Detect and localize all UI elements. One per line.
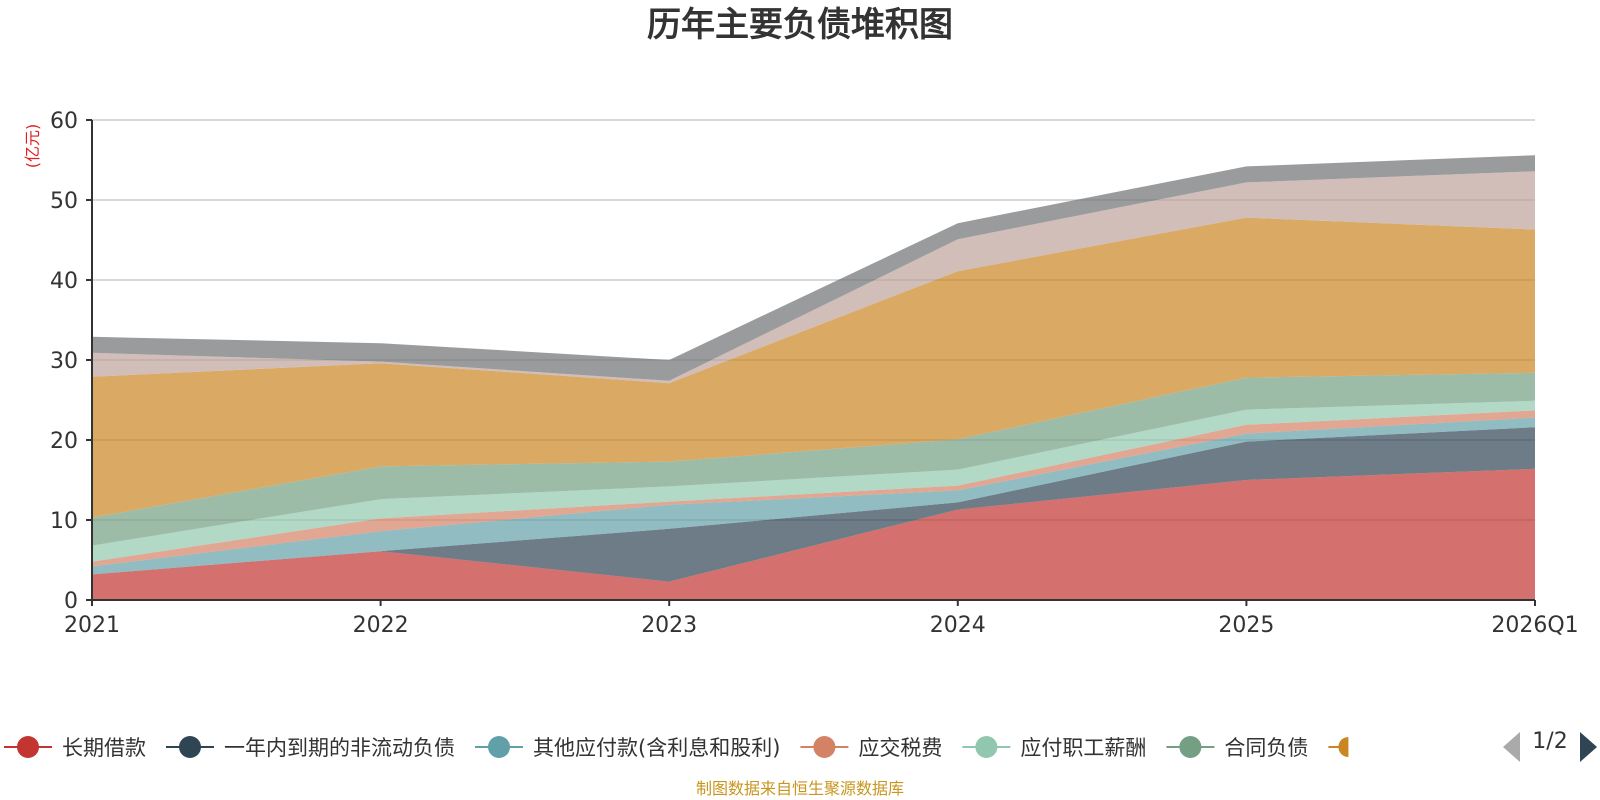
legend: 长期借款 一年内到期的非流动负债 其他应付款(含利息和股利) 应交税费 应付职工薪酬 合同… (4, 736, 1349, 760)
legend-label-2: 一年内到期的非流动负债 (224, 736, 455, 760)
legend-item-2[interactable]: 一年内到期的非流动负债 (166, 736, 455, 760)
legend-label-1: 长期借款 (62, 736, 146, 760)
legend-item-1[interactable]: 长期借款 (4, 736, 146, 760)
x-tick-label-2023: 2023 (641, 613, 697, 638)
legend-marker-partial (1338, 737, 1349, 757)
area-series-3 (92, 417, 1535, 575)
y-tick-label-10: 10 (50, 509, 78, 534)
y-tick-label-60: 60 (50, 109, 78, 134)
legend-marker-2 (179, 736, 201, 758)
legend-item-6[interactable]: 合同负债 (1166, 736, 1308, 760)
legend-marker-6 (1179, 736, 1202, 758)
legend-marker-1 (17, 736, 39, 758)
x-tick-label-2025: 2025 (1218, 613, 1274, 638)
y-tick-label-20: 20 (50, 429, 78, 454)
area-series-1 (92, 468, 1535, 600)
legend-label-6: 合同负债 (1224, 736, 1308, 760)
x-tick-label-2026Q1: 2026Q1 (1491, 613, 1578, 638)
pager-page-number: 1/2 (1532, 729, 1567, 754)
legend-label-4: 应交税费 (858, 736, 942, 760)
pager-prev-icon[interactable] (1503, 732, 1520, 762)
source-note: 制图数据来自恒生聚源数据库 (696, 779, 904, 798)
legend-label-5: 应付职工薪酬 (1020, 736, 1146, 760)
area-series-7 (92, 217, 1535, 518)
axes: 0 10 20 30 40 50 60 2021 2022 2023 2024 2025 2026Q1 (50, 109, 1579, 638)
area-series-8 (92, 171, 1535, 384)
y-tick-label-40: 40 (50, 269, 78, 294)
area-series-5 (92, 400, 1535, 562)
area-series-2 (92, 427, 1535, 582)
legend-pager: 1/2 (1503, 729, 1597, 762)
y-tick-label-50: 50 (50, 189, 78, 214)
legend-marker-5 (975, 736, 998, 758)
y-tick-label-30: 30 (50, 349, 78, 374)
legend-item-3[interactable]: 其他应付款(含利息和股利) (475, 736, 780, 760)
legend-marker-4 (813, 736, 836, 758)
legend-marker-3 (488, 736, 510, 758)
pager-next-icon[interactable] (1580, 732, 1597, 762)
x-tick-label-2021: 2021 (64, 613, 120, 638)
x-tick-label-2024: 2024 (930, 613, 986, 638)
chart-title: 历年主要负债堆积图 (647, 5, 953, 45)
legend-item-5[interactable]: 应付职工薪酬 (962, 736, 1146, 760)
y-axis-unit: (亿元) (23, 124, 42, 169)
legend-item-4[interactable]: 应交税费 (800, 736, 942, 760)
y-tick-label-0: 0 (64, 589, 78, 614)
x-tick-label-2022: 2022 (353, 613, 409, 638)
stacked-areas (92, 155, 1535, 600)
area-series-6 (92, 372, 1535, 546)
legend-label-3: 其他应付款(含利息和股利) (533, 736, 780, 760)
